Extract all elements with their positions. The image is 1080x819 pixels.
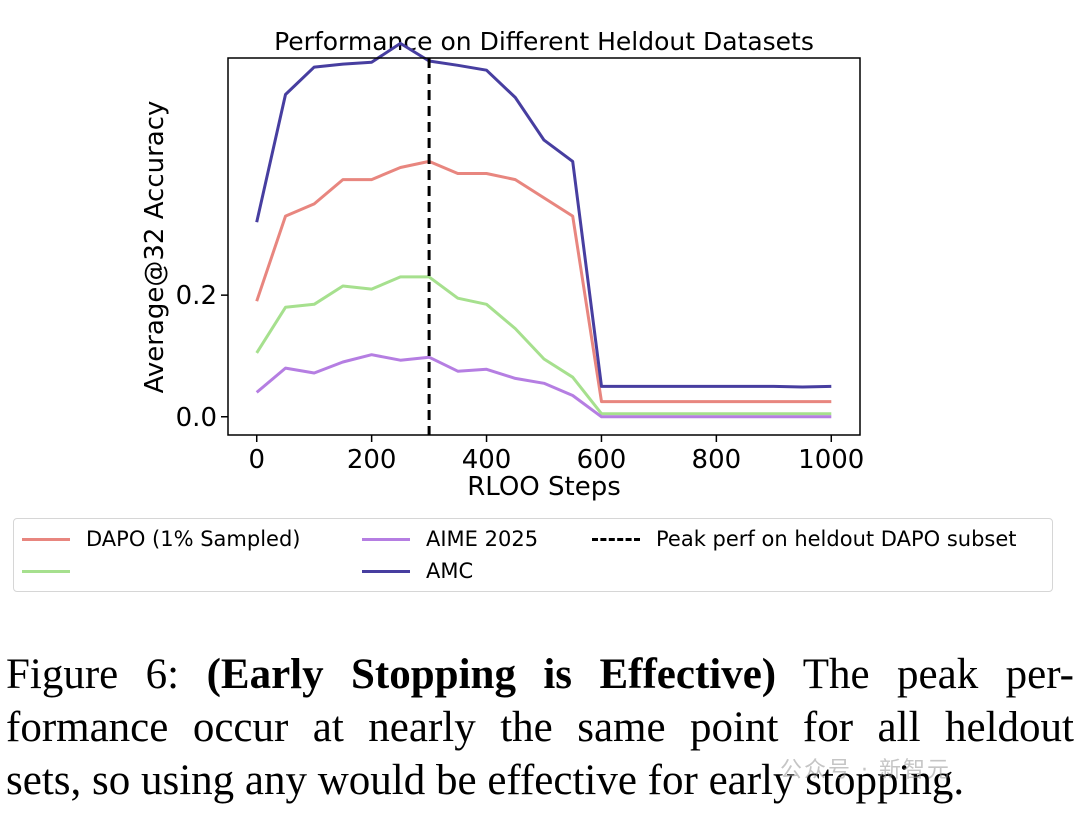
x-axis: 0 200 400 600 800 1000: [248, 435, 864, 475]
legend-label-aime: AIME 2025: [426, 527, 539, 551]
plot-area: [255, 41, 832, 435]
caption-bold-title: (Early Stopping is Effective): [206, 651, 777, 698]
figure-caption: Figure 6: (Early Stopping is Effective) …: [6, 648, 1074, 807]
x-tick-label: 400: [462, 445, 512, 475]
x-tick-label: 200: [347, 445, 397, 475]
series-line-4: [255, 41, 832, 389]
caption-text-1: The peak per-: [776, 651, 1074, 698]
legend-entry-amc: AMC: [362, 557, 473, 585]
x-tick-label: 1000: [798, 445, 864, 475]
x-tick-label: 800: [692, 445, 742, 475]
legend-swatch-series-2: [22, 569, 70, 573]
legend-entry-series-2: [22, 557, 86, 585]
series-line-3: [255, 353, 832, 419]
caption-figure-label: Figure 6:: [6, 651, 207, 698]
legend-swatch-peak: [592, 537, 640, 541]
legend-entry-peak: Peak perf on heldout DAPO subset: [592, 525, 1017, 553]
legend-swatch-dapo: [22, 537, 70, 541]
legend-label-amc: AMC: [426, 559, 474, 583]
legend-entry-aime: AIME 2025: [362, 525, 538, 553]
legend-label-dapo: DAPO (1% Sampled): [86, 527, 301, 551]
x-axis-label: RLOO Steps: [467, 472, 621, 502]
x-tick-label: 0: [248, 445, 265, 475]
legend-swatch-amc: [362, 569, 410, 573]
y-axis-label: Average@32 Accuracy: [140, 101, 170, 394]
chart-legend: DAPO (1% Sampled) AIME 2025 AMC Peak per…: [13, 518, 1053, 592]
watermark: 公众号 · 新智元: [780, 758, 951, 783]
legend-label-peak: Peak perf on heldout DAPO subset: [656, 527, 1017, 551]
y-tick-label: 0.2: [176, 281, 217, 311]
plot-frame: [227, 57, 861, 436]
legend-swatch-aime: [362, 537, 410, 541]
y-axis: 0.0 0.2: [176, 281, 228, 433]
series-line-2: [255, 275, 832, 416]
caption-line-2: formance occur at nearly the same point …: [6, 704, 1074, 751]
series-line-1: [255, 159, 832, 404]
y-tick-label: 0.0: [176, 403, 217, 433]
chart-title: Performance on Different Heldout Dataset…: [274, 27, 814, 56]
caption-line-3: sets, so using any would be effective fo…: [6, 757, 965, 804]
legend-entry-dapo: DAPO (1% Sampled): [22, 525, 300, 553]
caption-line-1: Figure 6: (Early Stopping is Effective) …: [6, 648, 1074, 701]
x-tick-label: 600: [577, 445, 627, 475]
